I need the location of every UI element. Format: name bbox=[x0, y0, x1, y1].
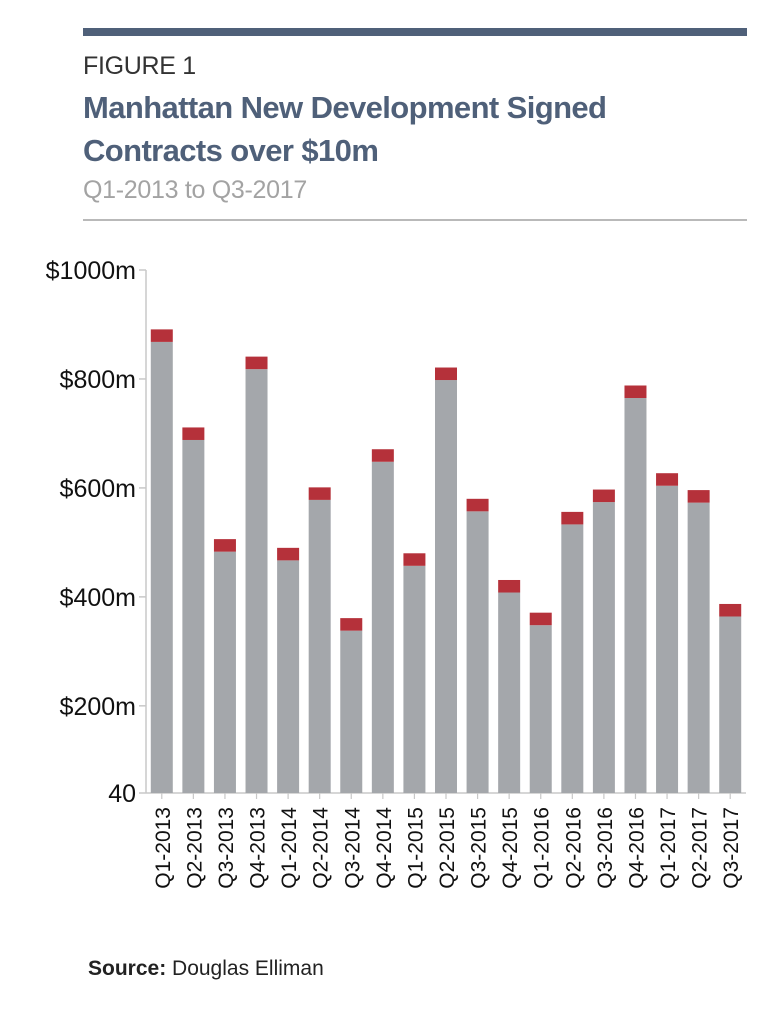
x-tick-label: Q3-2017 bbox=[720, 807, 743, 889]
x-tick-label: Q1-2015 bbox=[404, 807, 427, 889]
source-label: Source: bbox=[88, 957, 167, 980]
x-tick-label: Q4-2015 bbox=[499, 807, 522, 889]
bar-base bbox=[592, 502, 615, 793]
bar-base bbox=[498, 592, 521, 793]
bar-base bbox=[719, 616, 742, 793]
bar-base bbox=[150, 341, 173, 793]
bar-top bbox=[435, 367, 457, 381]
bar-top bbox=[403, 553, 426, 566]
bar-base bbox=[687, 502, 710, 793]
chart-title-line-1: Manhattan New Development Signed bbox=[83, 90, 607, 125]
x-tick-label: Q1-2014 bbox=[278, 807, 301, 889]
x-tick-label: Q3-2013 bbox=[215, 807, 238, 889]
bar-base bbox=[561, 524, 584, 793]
figure-label: FIGURE 1 bbox=[83, 52, 196, 80]
y-tick-label: $1000m bbox=[46, 257, 136, 285]
subtitle-rule bbox=[83, 219, 747, 221]
bar-top bbox=[340, 618, 363, 631]
x-tick-label: Q1-2017 bbox=[657, 807, 680, 889]
bar-top bbox=[371, 449, 394, 462]
bar-base bbox=[529, 625, 552, 793]
bar-top bbox=[277, 547, 300, 561]
top-rule bbox=[83, 28, 747, 36]
bar-top bbox=[245, 356, 268, 370]
bar-base bbox=[403, 565, 426, 793]
x-tick-label: Q3-2016 bbox=[594, 807, 617, 889]
chart-title-line-2: Contracts over $10m bbox=[83, 133, 379, 168]
bar-top bbox=[719, 603, 742, 617]
bar-base bbox=[182, 439, 205, 793]
x-tick-label: Q4-2013 bbox=[247, 807, 270, 889]
x-tick-label: Q3-2015 bbox=[468, 807, 491, 889]
bar-base bbox=[277, 560, 300, 793]
bar-top bbox=[150, 329, 173, 342]
bar-base bbox=[466, 511, 489, 793]
x-tick-label: Q2-2014 bbox=[310, 807, 333, 889]
x-tick-label: Q4-2016 bbox=[625, 807, 648, 889]
y-tick-label: $400m bbox=[60, 584, 136, 612]
bar-top bbox=[213, 539, 236, 552]
bar-base bbox=[435, 380, 457, 793]
source-text: Douglas Elliman bbox=[172, 957, 324, 980]
x-tick-label: Q2-2015 bbox=[436, 807, 459, 889]
chart-title: Manhattan New Development Signed Contrac… bbox=[83, 86, 747, 172]
bar-top bbox=[561, 511, 584, 525]
y-tick-label: $200m bbox=[60, 693, 136, 721]
bar-base bbox=[245, 369, 268, 793]
x-tick-label: Q1-2013 bbox=[152, 807, 175, 889]
bar-top bbox=[529, 612, 552, 626]
chart-subtitle: Q1-2013 to Q3-2017 bbox=[83, 176, 307, 204]
x-tick-label: Q4-2014 bbox=[373, 807, 396, 889]
bar-top bbox=[498, 579, 521, 593]
bar-top bbox=[656, 473, 679, 486]
source-note: Source: Douglas Elliman bbox=[88, 957, 324, 981]
bar-top bbox=[592, 489, 615, 503]
x-tick-label: Q2-2016 bbox=[562, 807, 585, 889]
y-tick-label: $800m bbox=[60, 366, 136, 394]
bar-top bbox=[624, 385, 647, 399]
bar-base bbox=[656, 485, 679, 793]
y-tick-label: $600m bbox=[60, 475, 136, 503]
bar-base bbox=[213, 551, 236, 793]
bar-top bbox=[308, 487, 331, 500]
x-tick-label: Q1-2016 bbox=[531, 807, 554, 889]
y-tick-label: 40 bbox=[108, 780, 136, 808]
x-tick-label: Q2-2013 bbox=[183, 807, 206, 889]
bar-base bbox=[308, 499, 331, 793]
bar-chart: 40 $200m $400m $600m $800m $1000m Q1-2013 Q2-20… bbox=[46, 257, 746, 889]
bar-top bbox=[687, 490, 710, 503]
bar-top bbox=[466, 498, 489, 512]
bar-base bbox=[340, 630, 363, 793]
x-tick-label: Q3-2014 bbox=[341, 807, 364, 889]
bar-base bbox=[371, 461, 394, 793]
bar-top bbox=[182, 427, 205, 440]
x-tick-label: Q2-2017 bbox=[689, 807, 712, 889]
bar-base bbox=[624, 398, 647, 793]
